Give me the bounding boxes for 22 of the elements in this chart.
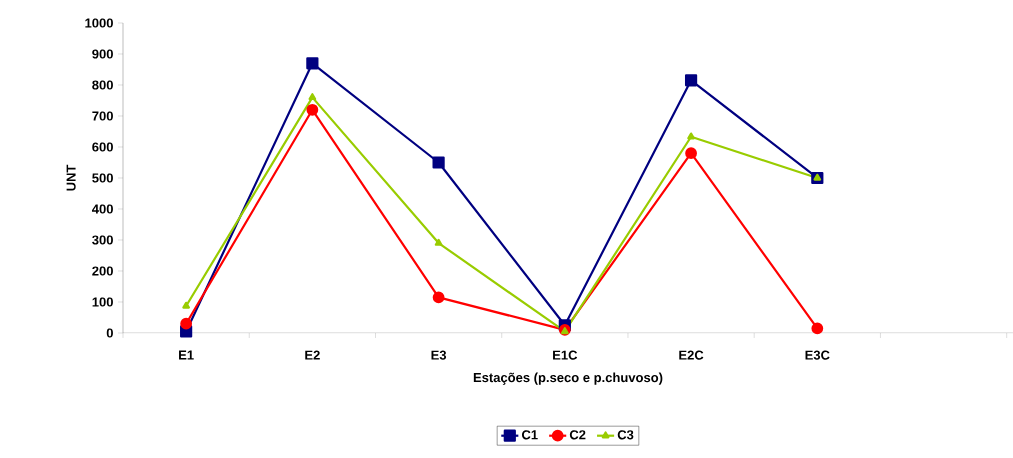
y-tick-label: 300 (92, 235, 113, 245)
y-tick-label: 200 (92, 266, 113, 276)
y-tick-label: 800 (92, 80, 113, 90)
y-tick-label: 400 (91, 204, 113, 214)
y-tick-label: 900 (92, 49, 113, 59)
y-tick-label: 600 (92, 142, 113, 152)
x-tick-label: E2 (305, 350, 320, 360)
legend-label: C2 (569, 430, 586, 440)
y-tick-label: 100 (92, 297, 113, 307)
y-tick-label: 0 (106, 328, 113, 338)
y-tick-label: 700 (92, 111, 113, 121)
x-tick-label: E3 (431, 350, 447, 360)
legend-label: C1 (521, 430, 538, 440)
x-tick-label: E1 (179, 350, 194, 360)
x-tick-label: E1C (553, 350, 578, 360)
y-tick-label: 1000 (85, 18, 113, 28)
legend-label: C3 (617, 430, 634, 440)
x-tick-label: E2C (679, 350, 704, 360)
x-tick-label: E3C (805, 350, 830, 360)
y-tick-label: 500 (92, 173, 113, 183)
y-axis-title: UNT (66, 164, 76, 191)
x-axis-title: Estações (p.seco e p.chuvoso) (473, 372, 663, 385)
